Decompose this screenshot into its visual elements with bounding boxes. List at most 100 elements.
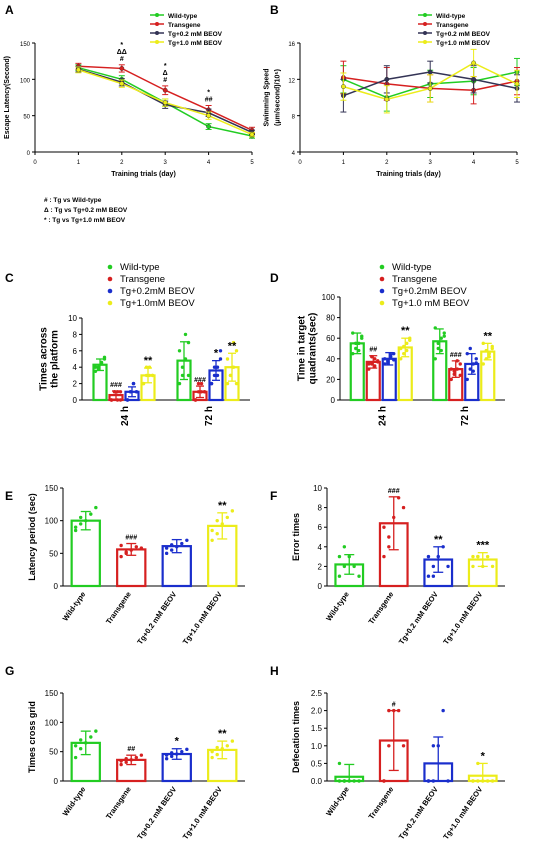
data-dot bbox=[452, 369, 456, 373]
y-axis-label: Time in target bbox=[297, 315, 308, 381]
data-dot bbox=[441, 545, 445, 549]
y-tick-label: 2 bbox=[73, 380, 78, 389]
data-dot bbox=[439, 336, 443, 340]
data-dot bbox=[396, 496, 401, 500]
data-dot bbox=[169, 754, 174, 759]
legend-label: Tg+0.2mM BEOV bbox=[392, 286, 467, 297]
data-dot bbox=[387, 545, 391, 549]
data-dot bbox=[202, 390, 207, 394]
data-dot bbox=[370, 355, 374, 359]
legend-marker bbox=[107, 276, 113, 282]
data-point bbox=[514, 81, 520, 87]
y-axis-label: Escape Latency(Second) bbox=[4, 56, 11, 139]
data-dot bbox=[354, 341, 358, 346]
data-dot bbox=[490, 564, 495, 569]
x-tick-label: Tg+0.2 mM BEOV bbox=[397, 785, 440, 841]
significance-marker: # bbox=[163, 77, 167, 84]
data-dot bbox=[376, 360, 380, 364]
significance-marker: * bbox=[120, 42, 123, 49]
y-axis-label: (μm/second)/10⁵) bbox=[275, 69, 282, 126]
x-tick-label: Tg+1.0 mM BEOV bbox=[441, 785, 484, 841]
significance-marker: ** bbox=[401, 325, 410, 337]
data-point bbox=[162, 87, 168, 93]
data-dot bbox=[446, 779, 450, 783]
legend-label: Wild-type bbox=[120, 262, 160, 273]
data-dot bbox=[347, 554, 351, 559]
legend-marker bbox=[423, 22, 427, 26]
data-point bbox=[119, 66, 125, 71]
y-tick-label: 0.0 bbox=[311, 777, 323, 786]
y-tick-label: 0 bbox=[54, 582, 59, 591]
data-dot bbox=[180, 749, 184, 754]
data-dot bbox=[210, 755, 214, 760]
data-dot bbox=[408, 338, 412, 342]
data-point bbox=[119, 81, 125, 87]
legend-label: Wild-type bbox=[168, 13, 198, 20]
data-dot bbox=[373, 357, 377, 361]
footnote: Δ : Tg vs Tg+0.2 mM BEOV bbox=[44, 207, 128, 214]
data-dot bbox=[392, 358, 396, 362]
data-dot bbox=[442, 331, 446, 335]
data-dot bbox=[134, 545, 139, 549]
data-dot bbox=[180, 541, 184, 546]
panel-letter-g: G bbox=[5, 664, 14, 678]
significance-marker: * bbox=[207, 89, 210, 96]
legend-marker bbox=[423, 40, 427, 44]
data-dot bbox=[367, 362, 371, 366]
x-tick-label: 72 h bbox=[204, 406, 215, 426]
x-tick-label: 4 bbox=[472, 160, 476, 166]
x-tick-label: Transgene bbox=[366, 590, 395, 626]
data-dot bbox=[225, 744, 230, 748]
significance-marker: * bbox=[175, 736, 180, 748]
data-dot bbox=[144, 365, 149, 369]
data-dot bbox=[199, 381, 204, 386]
x-tick-label: Tg+0.2 mM BEOV bbox=[135, 785, 178, 841]
y-tick-label: 0.5 bbox=[311, 759, 323, 768]
data-dot bbox=[215, 752, 219, 757]
data-dot bbox=[209, 381, 214, 386]
data-point bbox=[427, 69, 433, 75]
data-dot bbox=[342, 564, 347, 569]
data-dot bbox=[78, 738, 83, 742]
data-dot bbox=[431, 564, 436, 569]
data-dot bbox=[370, 362, 374, 366]
data-dot bbox=[471, 779, 475, 783]
y-tick-label: 0 bbox=[27, 151, 31, 157]
data-dot bbox=[337, 779, 342, 783]
data-dot bbox=[196, 390, 201, 394]
data-dot bbox=[426, 554, 431, 559]
data-dot bbox=[89, 512, 93, 516]
data-dot bbox=[367, 367, 371, 371]
data-dot bbox=[487, 355, 491, 359]
legend-label: Transgene bbox=[392, 274, 437, 285]
legend-marker bbox=[379, 276, 385, 282]
legend-label: Tg+0.2 mM BEOV bbox=[436, 31, 491, 38]
significance-marker: * bbox=[164, 63, 167, 70]
panel-letter-f: F bbox=[270, 489, 277, 503]
data-dot bbox=[183, 357, 188, 361]
data-dot bbox=[147, 365, 152, 369]
significance-marker: ** bbox=[434, 534, 443, 546]
data-dot bbox=[383, 362, 387, 366]
x-tick-label: 0 bbox=[33, 160, 37, 166]
significance-marker: ### bbox=[194, 377, 206, 384]
data-dot bbox=[94, 505, 98, 510]
y-tick-label: 8 bbox=[292, 115, 296, 121]
legend-marker bbox=[379, 288, 385, 294]
data-dot bbox=[487, 351, 491, 356]
y-tick-label: 100 bbox=[322, 293, 336, 302]
significance-marker: ## bbox=[369, 347, 377, 354]
data-dot bbox=[357, 348, 361, 353]
data-dot bbox=[164, 753, 169, 757]
y-tick-label: 6 bbox=[73, 347, 78, 356]
y-tick-label: 50 bbox=[23, 115, 30, 121]
data-dot bbox=[73, 525, 78, 529]
panel-letter-h: H bbox=[270, 664, 279, 678]
x-tick-label: Tg+1.0 mM BEOV bbox=[181, 590, 224, 646]
legend-marker bbox=[379, 300, 385, 306]
data-dot bbox=[357, 779, 361, 783]
data-dot bbox=[210, 538, 214, 542]
data-dot bbox=[433, 326, 437, 330]
data-dot bbox=[125, 398, 130, 402]
x-tick-label: 2 bbox=[385, 160, 389, 166]
